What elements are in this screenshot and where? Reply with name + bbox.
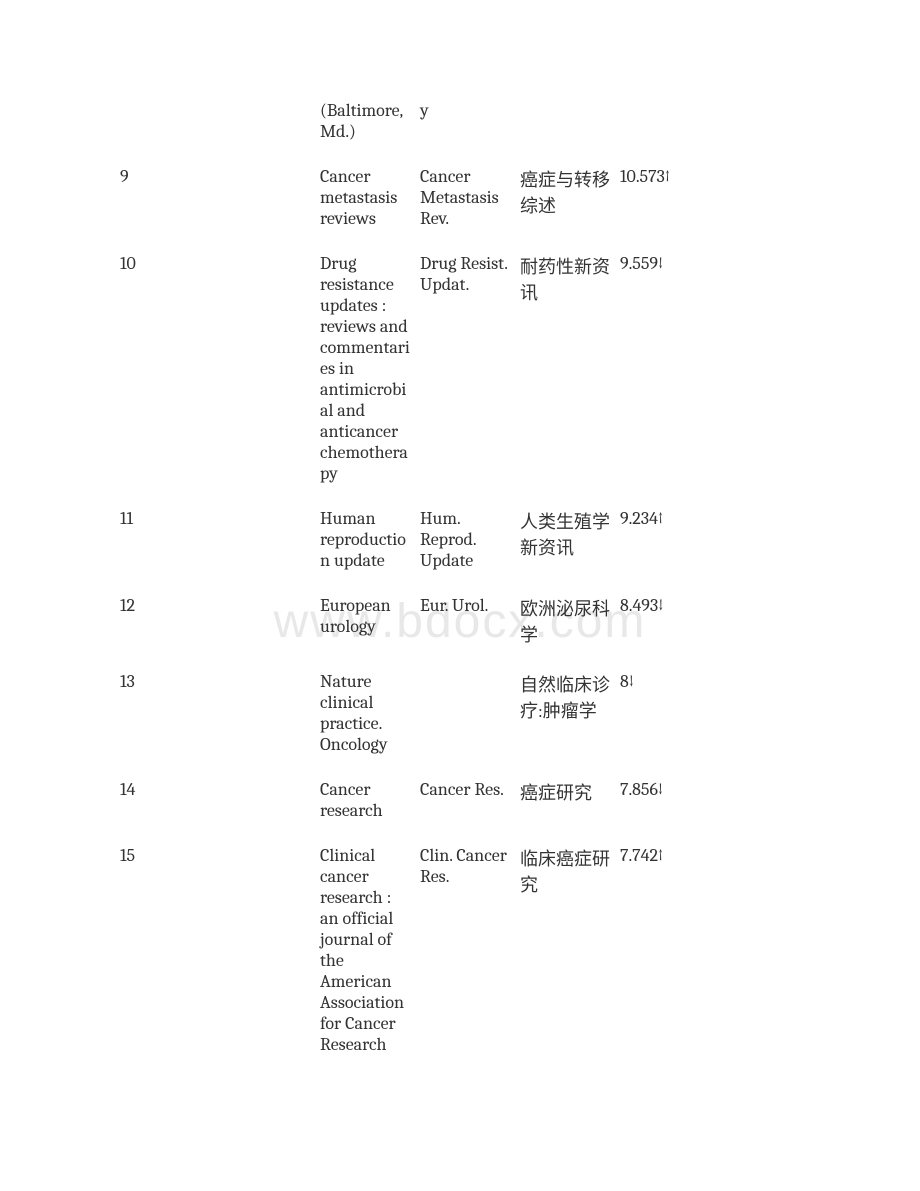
- table-container: (Baltimore, Md.)y 9Cancer metastasis revi…: [120, 100, 800, 1055]
- full-name-cell: Nature clinical practice. Oncology: [320, 671, 420, 755]
- impact-factor-cell: 7.742↑: [620, 845, 710, 866]
- abbreviation-cell: Cancer Res.: [420, 779, 520, 800]
- chinese-name-cell: 癌症与转移综述: [520, 166, 620, 218]
- full-name-cell: Cancer research: [320, 779, 420, 821]
- full-name-cell: Drug resistance updates : reviews and co…: [320, 253, 420, 484]
- full-name-cell: European urology: [320, 595, 420, 637]
- chinese-name-cell: 癌症研究: [520, 779, 620, 805]
- rank-cell: 12: [120, 595, 320, 616]
- table-row: (Baltimore, Md.)y: [120, 100, 800, 142]
- table-row: 13Nature clinical practice. Oncology 自然临床…: [120, 671, 800, 755]
- abbreviation-cell: Clin. Cancer Res.: [420, 845, 520, 887]
- table-row: 14Cancer researchCancer Res.癌症研究7.856↓: [120, 779, 800, 821]
- abbreviation-cell: Cancer Metastasis Rev.: [420, 166, 520, 229]
- chinese-name-cell: 耐药性新资讯: [520, 253, 620, 305]
- impact-factor-cell: 9.234↑: [620, 508, 710, 529]
- impact-factor-cell: 8.493↓: [620, 595, 710, 616]
- impact-factor-cell: 8↓: [620, 671, 710, 692]
- chinese-name-cell: 欧洲泌尿科学: [520, 595, 620, 647]
- rank-cell: 9: [120, 166, 320, 187]
- rank-cell: 10: [120, 253, 320, 274]
- abbreviation-cell: Drug Resist. Updat.: [420, 253, 520, 295]
- table-row: 12European urologyEur. Urol.欧洲泌尿科学8.493↓: [120, 595, 800, 647]
- table-row: 11Human reproduction updateHum. Reprod. …: [120, 508, 800, 571]
- full-name-cell: Human reproduction update: [320, 508, 420, 571]
- impact-factor-cell: 9.559↓: [620, 253, 710, 274]
- abbreviation-cell: Eur. Urol.: [420, 595, 520, 616]
- chinese-name-cell: 人类生殖学新资讯: [520, 508, 620, 560]
- table-row: 15Clinical cancer research : an official…: [120, 845, 800, 1055]
- abbreviation-cell: Hum. Reprod. Update: [420, 508, 520, 571]
- full-name-cell: (Baltimore, Md.): [320, 100, 420, 142]
- impact-factor-cell: 10.573↑: [620, 166, 710, 187]
- abbreviation-cell: y: [420, 100, 520, 121]
- table-row: 9Cancer metastasis reviewsCancer Metasta…: [120, 166, 800, 229]
- impact-factor-cell: 7.856↓: [620, 779, 710, 800]
- rank-cell: 14: [120, 779, 320, 800]
- chinese-name-cell: 临床癌症研究: [520, 845, 620, 897]
- full-name-cell: Cancer metastasis reviews: [320, 166, 420, 229]
- full-name-cell: Clinical cancer research : an official j…: [320, 845, 420, 1055]
- rank-cell: 15: [120, 845, 320, 866]
- table-row: 10Drug resistance updates : reviews and …: [120, 253, 800, 484]
- rank-cell: 11: [120, 508, 320, 529]
- chinese-name-cell: 自然临床诊疗:肿瘤学: [520, 671, 620, 723]
- rank-cell: 13: [120, 671, 320, 692]
